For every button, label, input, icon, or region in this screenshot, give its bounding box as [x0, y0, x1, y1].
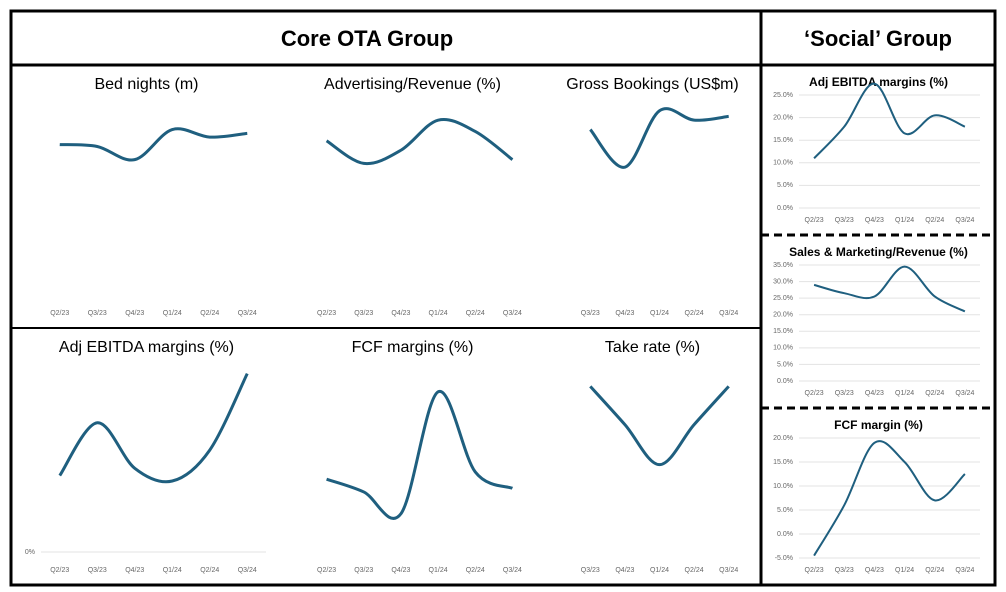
y-tick-label: 5.0% — [777, 361, 793, 368]
x-tick-label: Q1/24 — [895, 567, 914, 574]
x-tick-label: Q3/23 — [581, 310, 600, 317]
x-tick-label: Q3/23 — [835, 390, 854, 397]
x-tick-label: Q1/24 — [895, 217, 914, 224]
x-tick-label: Q4/23 — [865, 567, 884, 574]
y-tick-label: 5.0% — [777, 182, 793, 189]
x-tick-label: Q4/23 — [615, 310, 634, 317]
line-series — [813, 440, 966, 557]
x-tick-label: Q3/24 — [719, 567, 738, 574]
chart-title: Take rate (%) — [605, 339, 700, 356]
x-tick-label: Q2/24 — [925, 567, 944, 574]
x-tick-label: Q3/24 — [955, 567, 974, 574]
y-tick-label: 20.0% — [773, 114, 793, 121]
y-tick-label: 10.0% — [773, 345, 793, 352]
x-tick-label: Q3/23 — [835, 217, 854, 224]
line-series — [813, 82, 966, 159]
x-tick-label: Q3/24 — [719, 310, 738, 317]
x-tick-label: Q1/24 — [650, 310, 669, 317]
y-tick-label: 35.0% — [773, 262, 793, 269]
group-title: Core OTA Group — [281, 26, 453, 51]
x-tick-label: Q1/24 — [429, 567, 448, 574]
line-series — [326, 390, 514, 520]
x-tick-label: Q2/23 — [805, 217, 824, 224]
x-tick-label: Q3/23 — [835, 567, 854, 574]
x-tick-label: Q2/23 — [317, 310, 336, 317]
x-tick-label: Q3/24 — [955, 390, 974, 397]
x-tick-label: Q1/24 — [429, 310, 448, 317]
chart-title: Gross Bookings (US$m) — [566, 76, 739, 93]
x-tick-label: Q4/23 — [125, 567, 144, 574]
chart-title: Sales & Marketing/Revenue (%) — [789, 245, 968, 259]
x-tick-label: Q1/24 — [895, 390, 914, 397]
y-tick-label: 30.0% — [773, 278, 793, 285]
y-tick-label: 0.0% — [777, 378, 793, 385]
x-tick-label: Q1/24 — [163, 567, 182, 574]
chart-title: FCF margin (%) — [834, 418, 923, 432]
group-title: ‘Social’ Group — [804, 26, 952, 51]
x-tick-label: Q3/23 — [354, 310, 373, 317]
y-tick-label: 0.0% — [777, 531, 793, 538]
x-tick-label: Q1/24 — [163, 310, 182, 317]
x-tick-label: Q3/23 — [581, 567, 600, 574]
x-tick-label: Q2/24 — [685, 567, 704, 574]
x-tick-label: Q2/24 — [466, 310, 485, 317]
line-series — [589, 385, 730, 467]
y-tick-label: 25.0% — [773, 295, 793, 302]
chart-title: Bed nights (m) — [94, 76, 198, 93]
x-tick-label: Q3/23 — [88, 310, 107, 317]
line-series — [325, 117, 514, 166]
y-tick-label: 25.0% — [773, 92, 793, 99]
x-tick-label: Q3/24 — [503, 567, 522, 574]
outer-border — [9, 9, 997, 587]
line-series — [589, 107, 729, 169]
y-tick-label: 10.0% — [773, 483, 793, 490]
chart-title: Advertising/Revenue (%) — [324, 76, 501, 93]
x-tick-label: Q4/23 — [865, 390, 884, 397]
y-tick-label: 0% — [25, 549, 35, 556]
line-series — [58, 372, 249, 484]
y-tick-label: 0.0% — [777, 205, 793, 212]
x-tick-label: Q4/23 — [391, 567, 410, 574]
x-tick-label: Q2/23 — [50, 310, 69, 317]
x-tick-label: Q4/23 — [865, 217, 884, 224]
x-tick-label: Q2/24 — [925, 390, 944, 397]
y-tick-label: 10.0% — [773, 160, 793, 167]
y-tick-label: 20.0% — [773, 435, 793, 442]
line-series — [813, 265, 966, 313]
x-tick-label: Q2/24 — [200, 567, 219, 574]
chart-title: FCF margins (%) — [352, 339, 474, 356]
x-tick-label: Q3/24 — [238, 310, 257, 317]
x-tick-label: Q3/23 — [88, 567, 107, 574]
x-tick-label: Q2/24 — [925, 217, 944, 224]
x-tick-label: Q4/23 — [391, 310, 410, 317]
x-tick-label: Q2/24 — [685, 310, 704, 317]
x-tick-label: Q2/23 — [50, 567, 69, 574]
y-tick-label: 15.0% — [773, 459, 793, 466]
x-tick-label: Q2/24 — [466, 567, 485, 574]
y-tick-label: 20.0% — [773, 312, 793, 319]
y-tick-label: 15.0% — [773, 137, 793, 144]
x-tick-label: Q3/23 — [354, 567, 373, 574]
x-tick-label: Q1/24 — [650, 567, 669, 574]
y-tick-label: -5.0% — [775, 555, 793, 562]
x-tick-label: Q2/24 — [200, 310, 219, 317]
x-tick-label: Q2/23 — [805, 390, 824, 397]
x-tick-label: Q3/24 — [503, 310, 522, 317]
y-tick-label: 5.0% — [777, 507, 793, 514]
x-tick-label: Q2/23 — [317, 567, 336, 574]
y-tick-label: 15.0% — [773, 328, 793, 335]
x-tick-label: Q2/23 — [805, 567, 824, 574]
x-tick-label: Q4/23 — [615, 567, 634, 574]
chart-title: Adj EBITDA margins (%) — [59, 339, 234, 356]
chart-title: Adj EBITDA margins (%) — [809, 75, 948, 89]
x-tick-label: Q3/24 — [238, 567, 257, 574]
x-tick-label: Q3/24 — [955, 217, 974, 224]
line-series — [59, 127, 248, 162]
x-tick-label: Q4/23 — [125, 310, 144, 317]
